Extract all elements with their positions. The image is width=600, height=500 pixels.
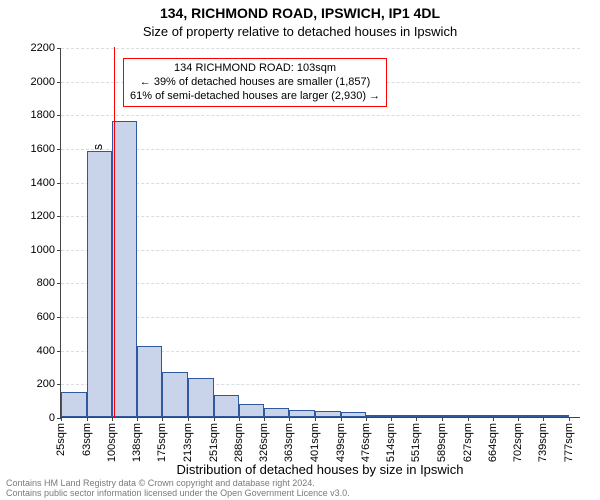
y-tick-label: 800 — [37, 277, 55, 289]
y-tick-mark — [57, 283, 61, 284]
y-tick-mark — [57, 317, 61, 318]
y-tick-mark — [57, 384, 61, 385]
property-marker-line — [114, 47, 115, 417]
histogram-bar — [112, 121, 138, 417]
y-tick-label: 1200 — [31, 210, 55, 222]
x-tick-mark — [518, 417, 519, 421]
x-tick-mark — [569, 417, 570, 421]
y-tick-label: 200 — [37, 378, 55, 390]
annotation-line-1: 134 RICHMOND ROAD: 103sqm — [130, 62, 380, 76]
x-tick-mark — [315, 417, 316, 421]
annotation-line-3: 61% of semi-detached houses are larger (… — [130, 90, 380, 104]
histogram-bar — [239, 404, 265, 417]
histogram-bar — [188, 378, 214, 417]
x-tick-label: 514sqm — [385, 423, 397, 462]
histogram-bar — [289, 410, 315, 417]
x-tick-mark — [264, 417, 265, 421]
y-tick-label: 2200 — [31, 42, 55, 54]
histogram-bar — [543, 415, 569, 417]
x-tick-label: 739sqm — [537, 423, 549, 462]
y-tick-mark — [57, 183, 61, 184]
footer-line-2: Contains public sector information licen… — [6, 489, 350, 499]
x-axis-label: Distribution of detached houses by size … — [60, 462, 580, 477]
plot-area: 0200400600800100012001400160018002000220… — [60, 48, 580, 418]
x-tick-label: 476sqm — [360, 423, 372, 462]
x-tick-mark — [188, 417, 189, 421]
x-tick-mark — [341, 417, 342, 421]
attribution-footer: Contains HM Land Registry data © Crown c… — [6, 479, 350, 499]
histogram-bar — [442, 415, 468, 417]
histogram-bar — [416, 415, 442, 417]
x-tick-mark — [87, 417, 88, 421]
histogram-bar — [264, 408, 289, 417]
y-tick-mark — [57, 351, 61, 352]
y-tick-label: 1600 — [31, 143, 55, 155]
x-tick-label: 326sqm — [258, 423, 270, 462]
x-tick-mark — [543, 417, 544, 421]
y-tick-mark — [57, 48, 61, 49]
chart-container: 134, RICHMOND ROAD, IPSWICH, IP1 4DL Siz… — [0, 0, 600, 500]
y-tick-mark — [57, 82, 61, 83]
chart-title: 134, RICHMOND ROAD, IPSWICH, IP1 4DL — [0, 5, 600, 21]
y-tick-mark — [57, 216, 61, 217]
y-tick-label: 400 — [37, 345, 55, 357]
x-tick-mark — [239, 417, 240, 421]
y-tick-mark — [57, 115, 61, 116]
x-tick-mark — [289, 417, 290, 421]
histogram-bar — [162, 372, 188, 417]
chart-subtitle: Size of property relative to detached ho… — [0, 24, 600, 39]
histogram-bar — [518, 415, 543, 417]
y-tick-label: 1800 — [31, 109, 55, 121]
histogram-bar — [87, 151, 112, 417]
x-tick-mark — [214, 417, 215, 421]
y-tick-label: 1000 — [31, 244, 55, 256]
y-tick-label: 600 — [37, 311, 55, 323]
x-tick-label: 777sqm — [563, 423, 575, 462]
x-tick-mark — [493, 417, 494, 421]
x-tick-label: 439sqm — [335, 423, 347, 462]
x-tick-label: 589sqm — [436, 423, 448, 462]
histogram-bar — [366, 415, 392, 417]
x-tick-label: 627sqm — [462, 423, 474, 462]
x-tick-mark — [442, 417, 443, 421]
x-tick-mark — [366, 417, 367, 421]
x-tick-label: 175sqm — [156, 423, 168, 462]
histogram-bar — [315, 411, 341, 417]
x-tick-label: 363sqm — [283, 423, 295, 462]
x-tick-label: 551sqm — [410, 423, 422, 462]
x-tick-label: 213sqm — [182, 423, 194, 462]
annotation-box: 134 RICHMOND ROAD: 103sqm ← 39% of detac… — [123, 58, 387, 107]
x-tick-mark — [391, 417, 392, 421]
x-tick-label: 288sqm — [233, 423, 245, 462]
x-tick-mark — [416, 417, 417, 421]
x-tick-mark — [162, 417, 163, 421]
y-tick-mark — [57, 250, 61, 251]
x-tick-label: 25sqm — [55, 423, 67, 456]
y-tick-label: 2000 — [31, 76, 55, 88]
x-tick-label: 702sqm — [512, 423, 524, 462]
histogram-bar — [493, 415, 519, 417]
histogram-bar — [137, 346, 162, 417]
histogram-bar — [468, 415, 493, 417]
annotation-line-2: ← 39% of detached houses are smaller (1,… — [130, 76, 380, 90]
x-tick-label: 664sqm — [487, 423, 499, 462]
x-tick-label: 251sqm — [208, 423, 220, 462]
y-tick-label: 1400 — [31, 177, 55, 189]
histogram-bar — [214, 395, 239, 417]
y-tick-mark — [57, 149, 61, 150]
x-tick-mark — [61, 417, 62, 421]
x-tick-label: 401sqm — [309, 423, 321, 462]
x-tick-label: 100sqm — [106, 423, 118, 462]
x-tick-label: 63sqm — [81, 423, 93, 456]
x-tick-mark — [468, 417, 469, 421]
histogram-bar — [341, 412, 366, 417]
x-tick-mark — [112, 417, 113, 421]
histogram-bar — [391, 415, 416, 417]
x-tick-label: 138sqm — [131, 423, 143, 462]
histogram-bar — [61, 392, 87, 417]
x-tick-mark — [137, 417, 138, 421]
